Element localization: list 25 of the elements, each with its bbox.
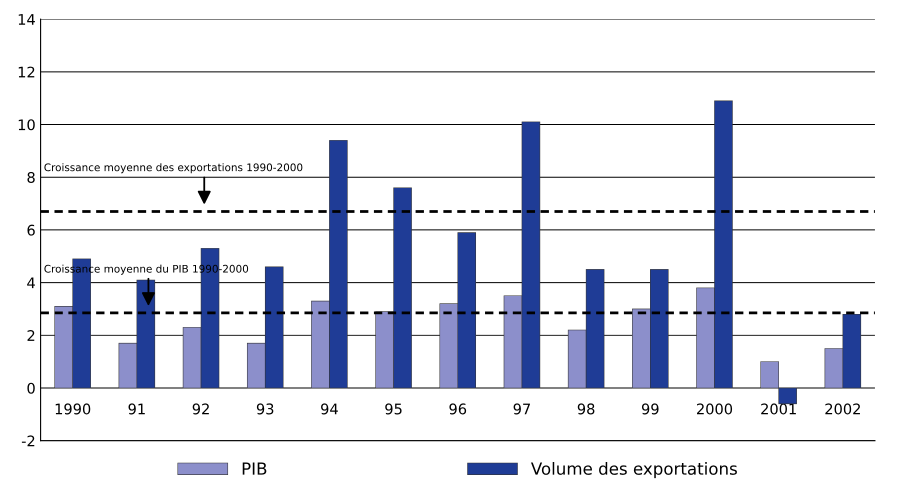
y-tick-label: 6 (27, 224, 35, 236)
x-tick-label: 99 (642, 403, 659, 414)
y-tick-label: 8 (27, 172, 35, 183)
x-tick-label: 97 (514, 403, 530, 414)
x-tick-label: 92 (192, 403, 209, 414)
x-tick-label: 96 (449, 403, 466, 414)
x-tick-label: 91 (128, 403, 145, 414)
x-tick-label: 2001 (761, 403, 796, 414)
x-tick-label: 2002 (825, 403, 860, 414)
legend-label: PIB (242, 462, 266, 475)
y-tick-label: 2 (28, 330, 34, 341)
legend-label: Volume des exportations (530, 462, 737, 478)
y-tick-label: -2 (22, 435, 34, 446)
x-tick-label: 95 (385, 403, 402, 414)
y-tick-label: 4 (27, 278, 35, 288)
y-tick-label: 0 (27, 382, 35, 394)
x-tick-label: 94 (321, 403, 338, 414)
y-tick-label: 14 (18, 14, 35, 25)
x-tick-label: 2000 (697, 403, 732, 414)
x-tick-label: 93 (256, 403, 274, 414)
x-tick-label: 1990 (56, 403, 90, 414)
ref-line-label: Croissance moyenne des exportations 1990-2000 (44, 163, 302, 174)
y-tick-label: 12 (18, 66, 34, 78)
x-tick-label: 98 (578, 403, 594, 414)
y-tick-label: 10 (18, 119, 35, 130)
